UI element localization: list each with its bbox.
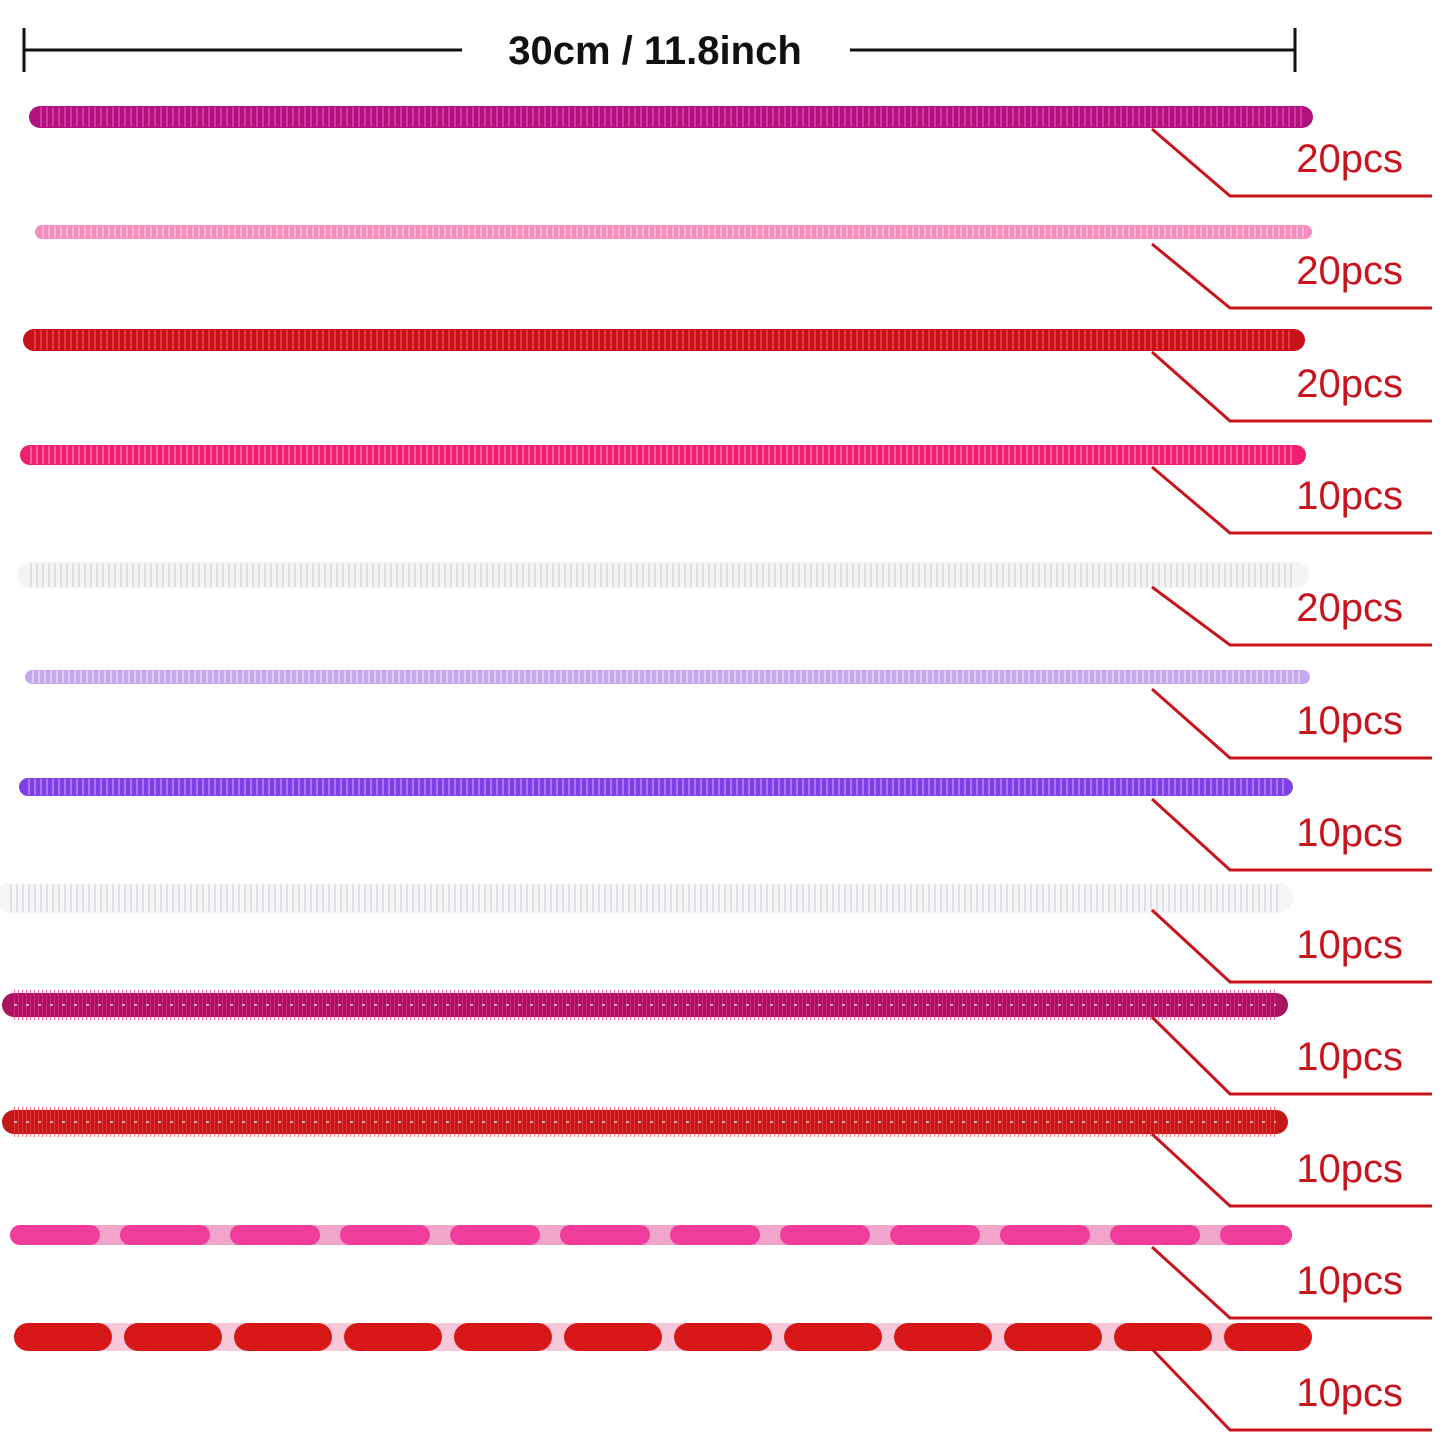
pipe-cleaner-row: 20pcs: [23, 329, 1432, 423]
pipe-cleaner-row: 10pcs: [25, 670, 1432, 760]
quantity-label: 20pcs: [1296, 362, 1403, 406]
leader-line: [1150, 1132, 1432, 1208]
quantity-label: 10pcs: [1296, 699, 1403, 743]
leader-line: [1151, 687, 1432, 760]
quantity-label: 20pcs: [1296, 249, 1403, 293]
leader-line: [1150, 908, 1432, 984]
pipe-cleaner-row: 10pcs: [0, 883, 1432, 984]
leader-line: [1151, 465, 1432, 535]
pipe-cleaner-row: 10pcs: [2, 1107, 1432, 1208]
pipe-cleaner-row: 20pcs: [29, 106, 1432, 198]
pipe-cleaner-row: 10pcs: [19, 778, 1432, 872]
measure-bar: 30cm / 11.8inch: [22, 28, 1297, 73]
pipe-cleaner-row: 10pcs: [14, 1323, 1432, 1432]
rows: 20pcs 20pcs 20pcs 10pcs 20pcs 10pcs 10pcs 10pcs…: [0, 106, 1432, 1432]
quantity-label: 10pcs: [1296, 1371, 1403, 1415]
quantity-label: 20pcs: [1296, 586, 1403, 630]
leader-line: [1150, 1015, 1432, 1096]
leader-line: [1150, 797, 1432, 872]
leader-line: [1151, 127, 1432, 198]
measure-text: 30cm / 11.8inch: [508, 29, 802, 73]
leader-line: [1151, 242, 1432, 310]
quantity-label: 10pcs: [1296, 1259, 1403, 1303]
leader-line: [1150, 1245, 1432, 1320]
quantity-label: 10pcs: [1296, 1147, 1403, 1191]
pipe-cleaner-row: 10pcs: [2, 990, 1432, 1096]
leader-line: [1150, 1347, 1432, 1432]
pipe-cleaner-row: 10pcs: [10, 1225, 1432, 1320]
quantity-label: 10pcs: [1296, 811, 1403, 855]
pipe-cleaner-row: 20pcs: [17, 562, 1432, 647]
quantity-label: 10pcs: [1296, 1035, 1403, 1079]
quantity-label: 10pcs: [1296, 474, 1403, 518]
quantity-label: 10pcs: [1296, 923, 1403, 967]
leader-line: [1151, 585, 1432, 647]
leader-line: [1151, 350, 1432, 423]
pipe-cleaner-row: 10pcs: [20, 445, 1432, 535]
pipe-cleaner-row: 20pcs: [35, 225, 1432, 310]
quantity-label: 20pcs: [1296, 137, 1403, 181]
